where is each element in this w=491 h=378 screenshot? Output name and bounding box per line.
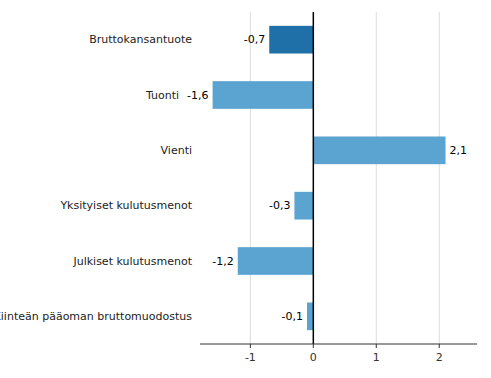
- chart-container: -1 0 1 2 -0,7 -1,6 2,1 -0,3 -1,2 -0,1 Bruttokansan…: [0, 0, 491, 378]
- data-label: -0,1: [282, 310, 303, 323]
- bar: [307, 303, 313, 331]
- category-label: Kiinteän pääoman bruttomuodostus: [0, 310, 192, 323]
- x-axis: -1 0 1 2: [200, 344, 477, 364]
- data-label: -0,7: [244, 33, 265, 46]
- bar: [269, 26, 313, 54]
- zero-line: [313, 12, 315, 344]
- bar: [294, 192, 313, 220]
- chart: -1 0 1 2 -0,7 -1,6 2,1 -0,3 -1,2 -0,1 Bruttokansan…: [0, 0, 491, 378]
- tick-label: 2: [436, 351, 443, 364]
- tick: [376, 344, 377, 348]
- tick-label: 1: [373, 351, 380, 364]
- category-label: Vienti: [161, 144, 192, 157]
- bar: [238, 247, 314, 275]
- grid: [250, 12, 439, 344]
- value-labels: -0,7 -1,6 2,1 -0,3 -1,2 -0,1: [187, 33, 467, 323]
- grid-line: [376, 12, 377, 344]
- data-label: -0,3: [269, 199, 290, 212]
- category-label: Tuonti: [145, 89, 179, 102]
- category-label: Bruttokansantuote: [89, 33, 192, 46]
- bar: [313, 137, 445, 165]
- axis-line: [200, 344, 477, 345]
- data-label: -1,2: [212, 255, 233, 268]
- tick: [313, 344, 314, 348]
- tick: [439, 344, 440, 348]
- category-label: Yksityiset kulutusmenot: [59, 199, 192, 212]
- grid-line: [439, 12, 440, 344]
- bars: [213, 26, 446, 330]
- tick-label: 0: [310, 351, 317, 364]
- grid-line: [250, 12, 251, 344]
- tick: [250, 344, 251, 348]
- y-axis: Bruttokansantuote Tuonti Vienti Yksityiset …: [0, 33, 193, 323]
- tick-label: -1: [245, 351, 256, 364]
- bar: [213, 81, 314, 109]
- data-label: 2,1: [450, 144, 468, 157]
- category-label: Julkiset kulutusmenot: [72, 255, 192, 268]
- data-label: -1,6: [187, 89, 208, 102]
